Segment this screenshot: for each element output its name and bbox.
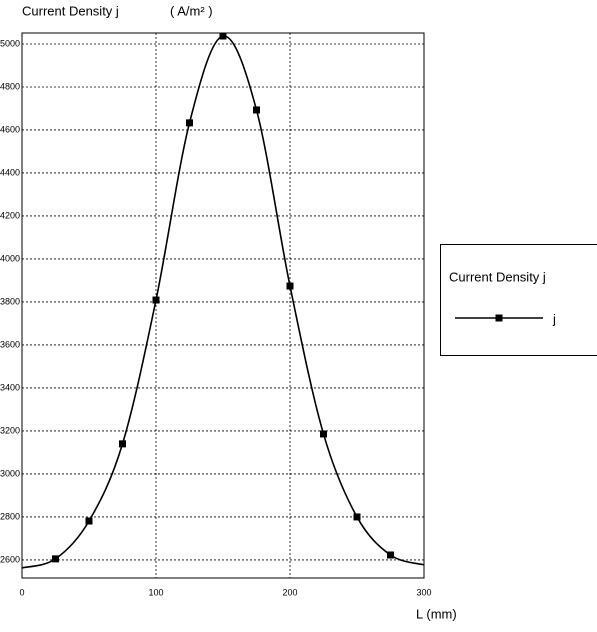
y-tick-label: 4800	[0, 81, 20, 91]
y-tick-label: 3000	[0, 468, 20, 478]
data-point	[320, 430, 327, 438]
data-point	[353, 513, 361, 521]
data-point	[85, 517, 93, 525]
data-point	[219, 32, 227, 40]
y-tick-label: 4400	[0, 167, 20, 177]
x-tick-label: 0	[19, 587, 24, 597]
data-point	[152, 296, 160, 304]
data-point	[52, 555, 59, 563]
y-tick-label: 4200	[0, 210, 20, 220]
y-tick-label: 4600	[0, 124, 20, 134]
y-tick-label: 3200	[0, 425, 20, 435]
y-tick-label: 3600	[0, 339, 20, 349]
data-point	[387, 551, 394, 559]
y-tick-label: 3400	[0, 382, 20, 392]
data-point	[253, 106, 260, 114]
legend-marker	[495, 314, 503, 322]
legend-box	[440, 244, 597, 356]
legend-title: Current Density j	[449, 269, 546, 284]
legend-label: j	[552, 311, 556, 326]
y-axis-label: Current Density j	[22, 3, 119, 18]
y-axis-unit: ( A/m² )	[170, 3, 213, 18]
data-point	[186, 119, 193, 127]
data-point	[286, 282, 294, 290]
y-tick-label: 4000	[0, 253, 20, 263]
x-axis-label: L (mm)	[416, 606, 457, 621]
y-tick-label: 3800	[0, 296, 20, 306]
x-tick-label: 200	[282, 587, 297, 597]
y-tick-label: 5000	[0, 38, 20, 48]
x-tick-label: 100	[148, 587, 163, 597]
plot-frame	[21, 32, 425, 579]
data-point	[119, 440, 126, 448]
y-tick-label: 2800	[0, 511, 20, 521]
y-tick-label: 2600	[0, 554, 20, 564]
x-tick-label: 300	[416, 587, 431, 597]
